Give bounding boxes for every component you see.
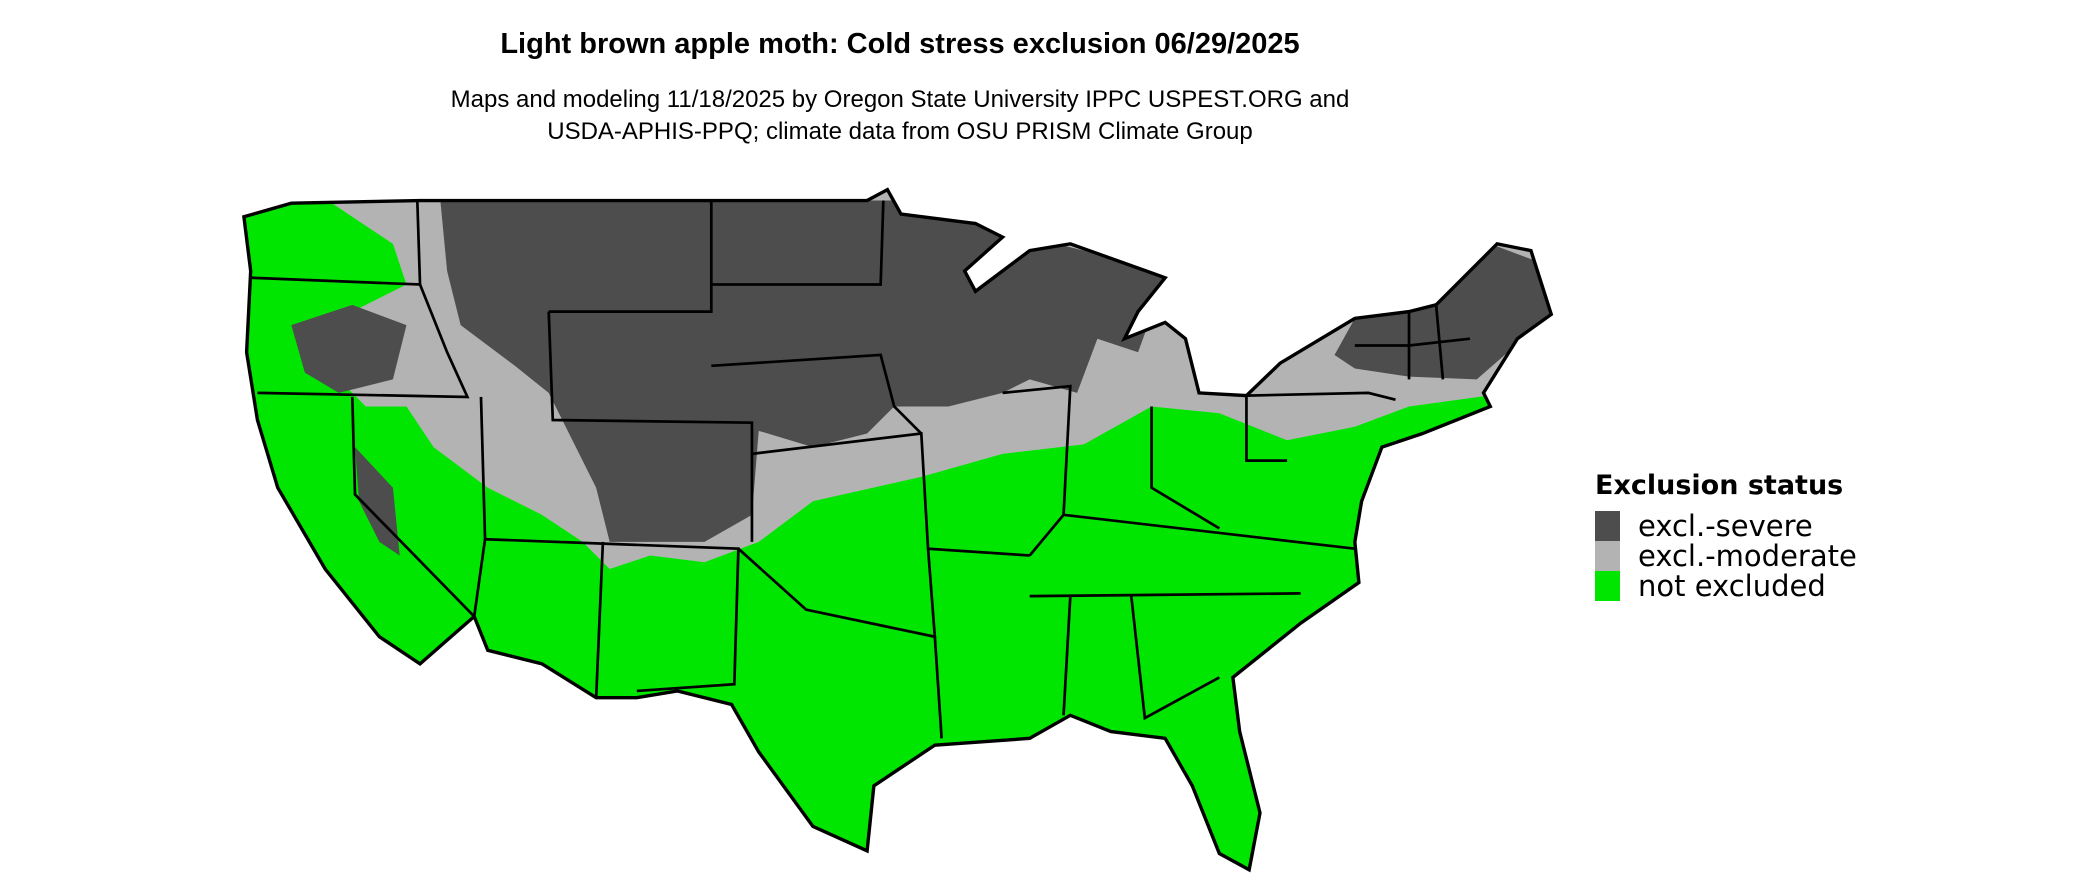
legend-item-severe: excl.-severe <box>1595 509 1857 543</box>
severe-exclusion-area-northeast <box>1334 243 1552 380</box>
legend-title: Exclusion status <box>1595 470 1844 501</box>
severe-exclusion-area-cascades <box>291 304 407 393</box>
map-subtitle-line-1: Maps and modeling 11/18/2025 by Oregon S… <box>450 86 1350 113</box>
legend: Exclusion status excl.-severe excl.-mode… <box>1595 470 1857 603</box>
legend-key-moderate <box>1595 541 1620 571</box>
legend-label: not excluded <box>1638 569 1826 603</box>
legend-item-moderate: excl.-moderate <box>1595 539 1857 573</box>
legend-label: excl.-moderate <box>1638 539 1857 573</box>
legend-item-not-excluded: not excluded <box>1595 569 1857 603</box>
legend-key-severe <box>1595 511 1620 541</box>
legend-label: excl.-severe <box>1638 509 1813 543</box>
map-subtitle-line-2: USDA-APHIS-PPQ; climate data from OSU PR… <box>547 118 1253 145</box>
state-borders <box>250 200 1471 739</box>
map-title: Light brown apple moth: Cold stress excl… <box>500 28 1300 60</box>
legend-key-not-excluded <box>1595 571 1620 601</box>
